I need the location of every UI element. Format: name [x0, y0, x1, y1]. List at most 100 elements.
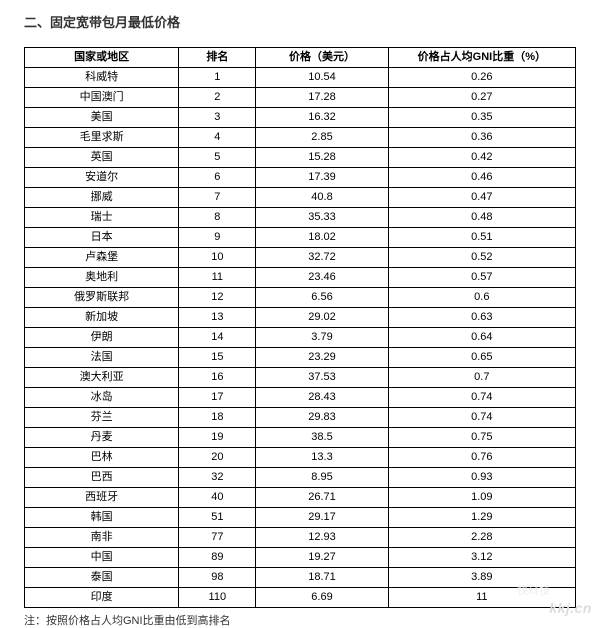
table-row: 西班牙4026.711.09 [25, 488, 576, 508]
table-cell: 科威特 [25, 68, 179, 88]
table-cell: 3.79 [256, 328, 388, 348]
table-cell: 0.35 [388, 108, 575, 128]
table-cell: 0.47 [388, 188, 575, 208]
table-cell: 0.75 [388, 428, 575, 448]
col-header-price: 价格（美元） [256, 48, 388, 68]
table-cell: 26.71 [256, 488, 388, 508]
table-cell: 中国澳门 [25, 88, 179, 108]
table-row: 科威特110.540.26 [25, 68, 576, 88]
table-row: 挪威740.80.47 [25, 188, 576, 208]
table-cell: 18.02 [256, 228, 388, 248]
table-cell: 77 [179, 528, 256, 548]
table-row: 伊朗143.790.64 [25, 328, 576, 348]
table-cell: 4 [179, 128, 256, 148]
table-cell: 1.29 [388, 508, 575, 528]
table-cell: 0.74 [388, 388, 575, 408]
table-row: 英国515.280.42 [25, 148, 576, 168]
table-row: 法国1523.290.65 [25, 348, 576, 368]
table-cell: 17 [179, 388, 256, 408]
table-cell: 1.09 [388, 488, 575, 508]
table-cell: 2.28 [388, 528, 575, 548]
table-cell: 14 [179, 328, 256, 348]
table-cell: 3.12 [388, 548, 575, 568]
table-cell: 毛里求斯 [25, 128, 179, 148]
table-cell: 2.85 [256, 128, 388, 148]
table-cell: 中国 [25, 548, 179, 568]
table-cell: 西班牙 [25, 488, 179, 508]
table-cell: 法国 [25, 348, 179, 368]
table-cell: 挪威 [25, 188, 179, 208]
table-cell: 0.65 [388, 348, 575, 368]
table-cell: 32.72 [256, 248, 388, 268]
table-cell: 0.7 [388, 368, 575, 388]
table-cell: 0.64 [388, 328, 575, 348]
table-row: 南非7712.932.28 [25, 528, 576, 548]
table-cell: 16.32 [256, 108, 388, 128]
table-cell: 新加坡 [25, 308, 179, 328]
table-cell: 13 [179, 308, 256, 328]
table-cell: 巴林 [25, 448, 179, 468]
table-cell: 23.46 [256, 268, 388, 288]
table-row: 新加坡1329.020.63 [25, 308, 576, 328]
table-row: 安道尔617.390.46 [25, 168, 576, 188]
table-cell: 11 [388, 588, 575, 608]
table-row: 毛里求斯42.850.36 [25, 128, 576, 148]
table-row: 澳大利亚1637.530.7 [25, 368, 576, 388]
table-cell: 37.53 [256, 368, 388, 388]
price-table: 国家或地区 排名 价格（美元） 价格占人均GNI比重（%） 科威特110.540… [24, 47, 576, 608]
table-cell: 3 [179, 108, 256, 128]
table-cell: 35.33 [256, 208, 388, 228]
table-cell: 3.89 [388, 568, 575, 588]
table-cell: 15 [179, 348, 256, 368]
table-cell: 0.6 [388, 288, 575, 308]
table-cell: 安道尔 [25, 168, 179, 188]
table-cell: 51 [179, 508, 256, 528]
table-cell: 15.28 [256, 148, 388, 168]
table-cell: 10 [179, 248, 256, 268]
table-cell: 印度 [25, 588, 179, 608]
table-cell: 16 [179, 368, 256, 388]
table-row: 巴林2013.30.76 [25, 448, 576, 468]
col-header-ratio: 价格占人均GNI比重（%） [388, 48, 575, 68]
table-row: 日本918.020.51 [25, 228, 576, 248]
table-cell: 瑞士 [25, 208, 179, 228]
table-cell: 英国 [25, 148, 179, 168]
table-row: 卢森堡1032.720.52 [25, 248, 576, 268]
table-cell: 0.63 [388, 308, 575, 328]
table-cell: 17.39 [256, 168, 388, 188]
table-cell: 0.93 [388, 468, 575, 488]
table-cell: 8.95 [256, 468, 388, 488]
table-cell: 38.5 [256, 428, 388, 448]
table-cell: 澳大利亚 [25, 368, 179, 388]
section-title: 二、固定宽带包月最低价格 [24, 12, 576, 31]
table-cell: 丹麦 [25, 428, 179, 448]
table-row: 泰国9818.713.89 [25, 568, 576, 588]
table-cell: 冰岛 [25, 388, 179, 408]
table-header-row: 国家或地区 排名 价格（美元） 价格占人均GNI比重（%） [25, 48, 576, 68]
table-cell: 7 [179, 188, 256, 208]
table-cell: 11 [179, 268, 256, 288]
table-cell: 20 [179, 448, 256, 468]
table-cell: 5 [179, 148, 256, 168]
table-cell: 美国 [25, 108, 179, 128]
table-cell: 巴西 [25, 468, 179, 488]
table-cell: 19.27 [256, 548, 388, 568]
table-cell: 6 [179, 168, 256, 188]
table-cell: 0.26 [388, 68, 575, 88]
table-row: 芬兰1829.830.74 [25, 408, 576, 428]
table-row: 俄罗斯联邦126.560.6 [25, 288, 576, 308]
col-header-rank: 排名 [179, 48, 256, 68]
table-cell: 伊朗 [25, 328, 179, 348]
table-cell: 泰国 [25, 568, 179, 588]
table-cell: 8 [179, 208, 256, 228]
table-cell: 28.43 [256, 388, 388, 408]
footnote: 注：按照价格占人均GNI比重由低到高排名 [24, 612, 576, 628]
table-cell: 9 [179, 228, 256, 248]
table-row: 韩国5129.171.29 [25, 508, 576, 528]
col-header-country: 国家或地区 [25, 48, 179, 68]
table-cell: 110 [179, 588, 256, 608]
table-cell: 南非 [25, 528, 179, 548]
table-cell: 40.8 [256, 188, 388, 208]
table-cell: 19 [179, 428, 256, 448]
table-cell: 0.52 [388, 248, 575, 268]
